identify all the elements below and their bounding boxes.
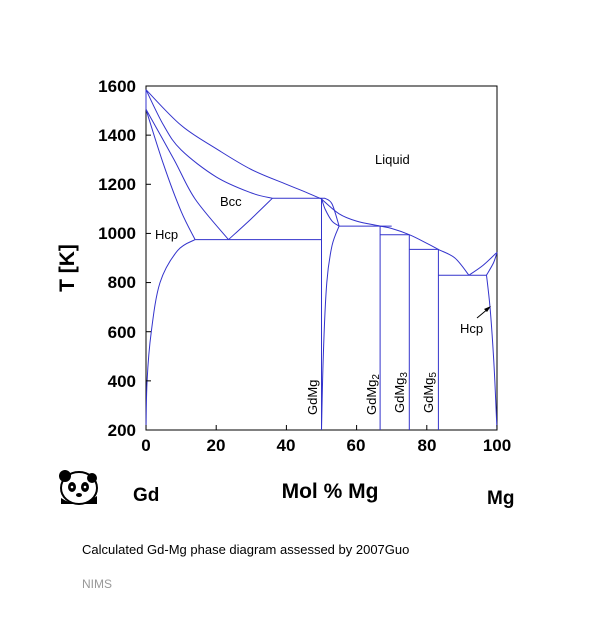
x-tick-label: 20 <box>207 436 226 455</box>
x-tick-label: 80 <box>418 436 437 455</box>
phase-boundary-liquid-bcc-boundary <box>145 89 273 199</box>
phase-boundary-hcp-solvus <box>145 239 196 431</box>
y-tick-label: 1000 <box>98 224 136 243</box>
hcp-right-region-label: Hcp <box>460 321 483 336</box>
phase-boundary-mg-solvus <box>486 275 498 431</box>
x-tick-label: 40 <box>277 436 296 455</box>
hcp-arrow <box>476 306 491 319</box>
phase-boundary-bcc-right <box>228 197 273 240</box>
phase-boundaries <box>145 89 498 431</box>
phase-boundary-liquidus-mg-side <box>468 251 498 276</box>
gdmg5-label: GdMg5 <box>421 372 439 413</box>
y-axis-title: T [K] <box>56 244 79 292</box>
hcp-left-region-label: Hcp <box>155 227 178 242</box>
phase-boundary-liquidus-mid <box>321 198 470 276</box>
bcc-region-label: Bcc <box>220 194 242 209</box>
figure-caption: Calculated Gd-Mg phase diagram assessed … <box>82 542 410 557</box>
x-tick-label: 0 <box>141 436 150 455</box>
phase-boundary-gdmg-right <box>321 225 340 431</box>
gdmg2-label: GdMg2 <box>364 374 382 415</box>
phase-boundary-bcc-hcp-left-a <box>145 109 229 240</box>
y-tick-label: 800 <box>108 273 136 292</box>
element-right-label: Mg <box>487 488 514 509</box>
y-tick-label: 1400 <box>98 126 136 145</box>
y-tick-label: 1200 <box>98 175 136 194</box>
phase-boundary-gdmg-dome-liquid <box>324 197 340 227</box>
y-tick-label: 600 <box>108 323 136 342</box>
x-tick-label: 60 <box>347 436 366 455</box>
phase-boundary-liquidus-gd-side <box>145 89 322 200</box>
x-tick-label: 100 <box>483 436 511 455</box>
y-tick-label: 200 <box>108 421 136 440</box>
phase-boundary-bcc-hcp-left-b <box>145 109 196 240</box>
panda-icon <box>59 470 98 505</box>
gdmg-label: GdMg <box>305 380 320 415</box>
source-label: NIMS <box>82 577 112 591</box>
axis-ticks <box>145 85 498 431</box>
element-left-label: Gd <box>133 485 159 506</box>
y-tick-label: 1600 <box>98 77 136 96</box>
liquid-region-label: Liquid <box>375 152 410 167</box>
x-axis-title: Mol % Mg <box>282 480 379 503</box>
phase-boundary-gdmg-dome <box>321 198 340 227</box>
phase-boundary-mg-solidus <box>486 252 498 276</box>
gdmg3-label: GdMg3 <box>392 372 410 413</box>
y-tick-label: 400 <box>108 372 136 391</box>
